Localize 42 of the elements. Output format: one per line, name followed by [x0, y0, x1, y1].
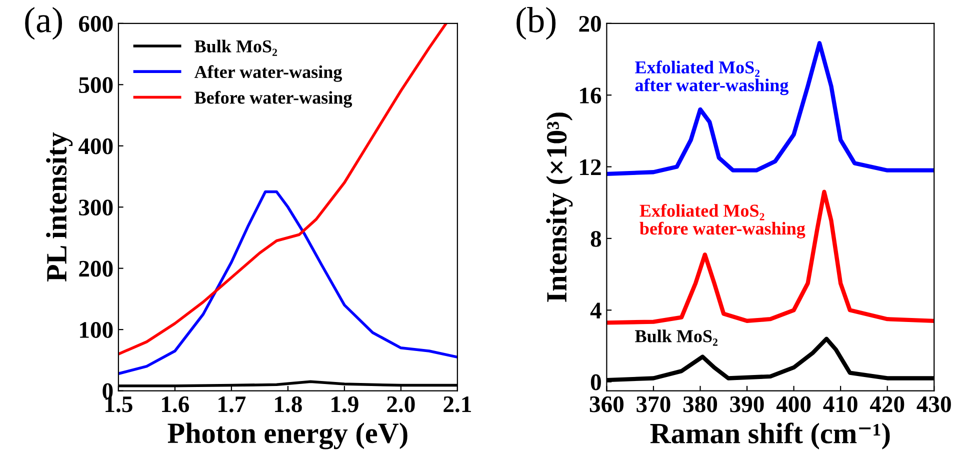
y-tick-label: 8 [590, 230, 602, 247]
line-series [118, 23, 448, 356]
x-tick-label: 380 [683, 396, 718, 412]
x-tick-label: 1.8 [275, 396, 302, 412]
y-tick-label: 100 [80, 322, 113, 338]
x-tick-label: 410 [823, 396, 858, 412]
x-tick-label: 2.0 [387, 396, 415, 412]
y-tick-label: 12 [580, 159, 601, 175]
x-tick-label: 360 [590, 396, 624, 412]
x-tick-label: 1.6 [162, 396, 190, 412]
series-label: Exfoliated MoS₂ after water-washing [635, 60, 789, 96]
line-series [606, 190, 934, 325]
y-tick-label: 4 [590, 302, 602, 318]
legend-label: After water-wasing [194, 65, 342, 82]
y-tick-label: 20 [579, 16, 601, 32]
line-series [606, 41, 934, 176]
y-tick-label: 0 [590, 374, 601, 390]
x-tick-label: 370 [636, 396, 670, 412]
x-tick-label: 1.9 [332, 396, 358, 412]
legend-label: Before water-wasing [194, 90, 352, 108]
line-series [118, 190, 458, 376]
legend-label: Bulk MoS₂ [194, 40, 278, 56]
y-tick-label: 200 [79, 260, 113, 277]
series-label: Exfoliated MoS₂ before water-washing [640, 204, 806, 238]
y-tick-label: 400 [78, 138, 113, 154]
x-tick-label: 420 [870, 396, 904, 412]
y-axis-title: Intensity (×10³) [546, 112, 573, 302]
y-axis-title: PL intensity [46, 132, 73, 282]
y-tick-label: 16 [580, 88, 602, 104]
x-axis-title: Raman shift (cm⁻¹) [650, 422, 890, 450]
x-tick-label: 2.1 [444, 396, 471, 412]
x-tick-label: 390 [730, 396, 764, 412]
x-tick-label: 1.7 [218, 396, 246, 412]
x-tick-label: 430 [916, 396, 951, 412]
y-tick-label: 600 [78, 16, 113, 32]
x-axis-title: Photon energy (eV) [168, 422, 408, 450]
y-tick-label: 500 [79, 77, 113, 94]
series-label: Bulk MoS₂ [635, 330, 718, 346]
y-tick-label: 300 [79, 200, 113, 216]
text: (b) [516, 7, 556, 40]
text: (a) [25, 7, 62, 40]
x-tick-label: 400 [776, 396, 811, 412]
